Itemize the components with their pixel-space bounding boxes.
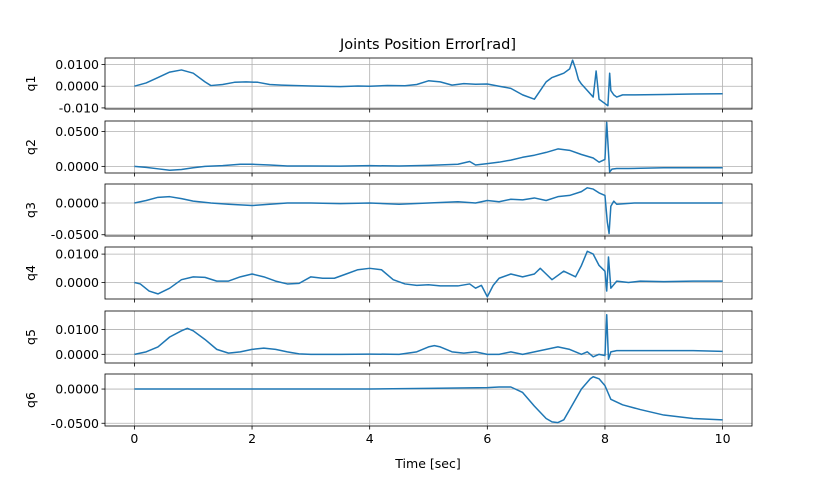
x-tick-label: 10 (715, 431, 731, 446)
axes-frame (104, 120, 753, 174)
series-line-q6 (134, 375, 723, 424)
axes-frame (104, 373, 753, 427)
x-axis-label: Time [sec] (394, 456, 460, 471)
chart-title: Joints Position Error[rad] (339, 37, 516, 53)
series-line-q5 (134, 313, 723, 361)
y-axis-label: q1 (23, 76, 38, 92)
subplot-q2: 0.0000 0.0500 q2 (23, 120, 753, 177)
series-line-q3 (134, 187, 723, 235)
subplot-q3: -0.0500 0.0000 q3 (23, 183, 753, 242)
y-axis-label: q6 (23, 392, 38, 408)
subplot-q6: -0.0500 0.0000 q6 (23, 373, 753, 431)
y-tick-label: -0.0500 (51, 416, 99, 431)
subplot-q5: 0.0000 0.0100 q5 (23, 310, 753, 367)
subplot-q1: -0.010 0.0000 0.0100 q1 (23, 57, 753, 115)
y-tick-label: 0.0000 (55, 159, 99, 174)
y-tick-label: 0.0000 (55, 79, 99, 94)
axes-frame (104, 57, 753, 110)
x-tick-label: 4 (366, 431, 374, 446)
y-tick-label: -0.0500 (51, 227, 99, 242)
series-line-q1 (134, 59, 723, 107)
y-axis-label: q2 (23, 139, 38, 155)
axes-frame (104, 246, 753, 300)
x-tick-label: 2 (248, 431, 256, 446)
y-axis-label: q3 (23, 202, 38, 218)
x-tick-label: 0 (130, 431, 138, 446)
y-axis-label: q5 (23, 329, 38, 345)
axes-frame (104, 310, 753, 364)
series-line-q4 (134, 250, 723, 298)
axes-frame (104, 183, 753, 237)
x-tick-label: 8 (601, 431, 609, 446)
series-line-q2 (134, 121, 723, 173)
x-axis: 0 2 4 6 8 10 (130, 431, 730, 446)
y-tick-label: 0.0000 (55, 382, 99, 397)
y-tick-label: -0.010 (59, 100, 99, 115)
y-axis-label: q4 (23, 265, 38, 281)
y-tick-label: 0.0500 (55, 124, 99, 139)
subplots: -0.010 0.0000 0.0100 q1 0.0000 0.0500 q2 -0.050… (23, 57, 753, 431)
x-tick-label: 6 (483, 431, 491, 446)
subplot-q4: 0.0000 0.0100 q4 (23, 246, 753, 303)
y-tick-label: 0.0000 (55, 196, 99, 211)
y-tick-label: 0.0100 (55, 247, 99, 262)
y-tick-label: 0.0000 (55, 347, 99, 362)
y-tick-label: 0.0000 (55, 275, 99, 290)
y-tick-label: 0.0100 (55, 57, 99, 72)
y-tick-label: 0.0100 (55, 322, 99, 337)
